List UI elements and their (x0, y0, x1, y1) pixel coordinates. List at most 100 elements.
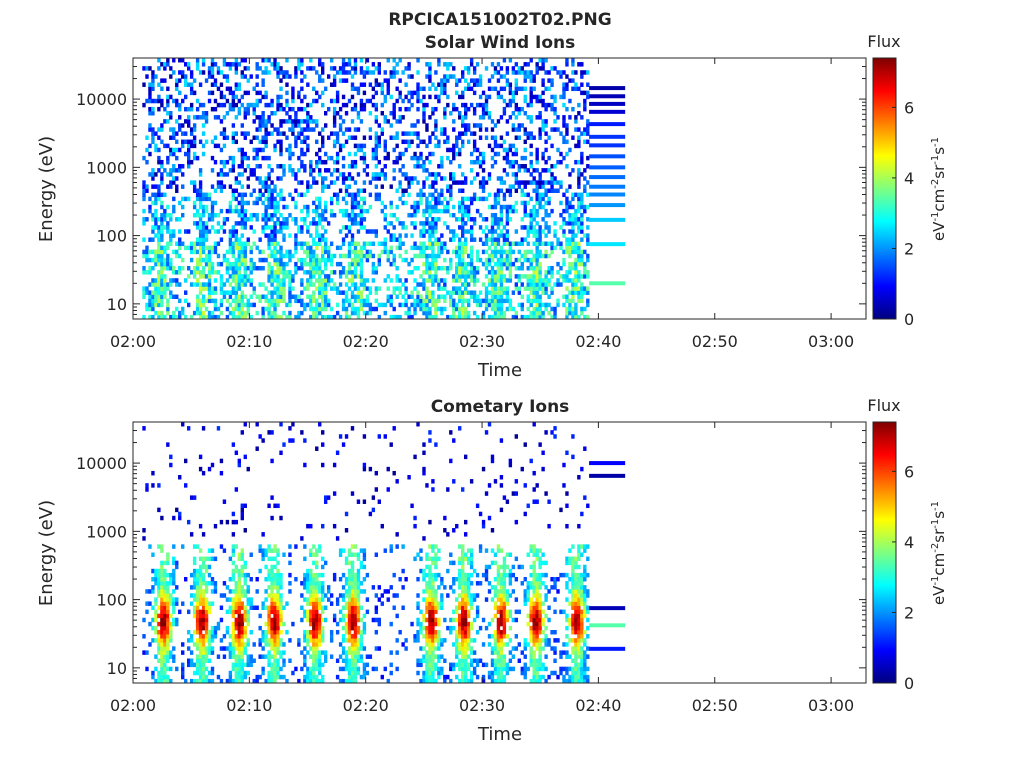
spectrogram-cell (535, 159, 539, 165)
spectrogram-cell (419, 155, 423, 161)
spectrogram-cell (574, 306, 578, 312)
spectrogram-cell (189, 662, 194, 668)
spectrogram-cell (204, 564, 209, 570)
spectrogram-cell (204, 678, 209, 684)
spectrogram-cell (478, 290, 483, 295)
spectrogram-cell (520, 261, 524, 267)
spectrogram-cell (413, 90, 417, 96)
spectrogram-cell (261, 147, 265, 153)
spectrogram-cell (157, 576, 161, 582)
spectrogram-cell (160, 589, 164, 594)
spectrogram-cell (243, 528, 247, 533)
spectrogram-cell (318, 265, 322, 271)
spectrogram-cell (312, 249, 316, 255)
spectrogram-cell (377, 123, 381, 128)
spectrogram-cell (359, 278, 364, 283)
spectrogram-cell (353, 106, 358, 112)
spectrogram-cell (219, 310, 224, 316)
spectrogram-cell (377, 257, 381, 263)
spectrogram-cell (502, 249, 507, 255)
spectrogram-cell (431, 245, 435, 251)
spectrogram-cell (267, 621, 271, 627)
spectrogram-cell (553, 66, 557, 71)
spectrogram-cell (341, 102, 346, 108)
spectrogram-cell (207, 564, 212, 570)
spectrogram-cell (401, 241, 405, 246)
spectrogram-cell (201, 229, 206, 234)
spectrogram-cell (496, 290, 501, 295)
spectrogram-cell (422, 221, 426, 226)
spectrogram-cell (458, 270, 462, 275)
spectrogram-cell (279, 66, 283, 71)
spectrogram-cell (166, 658, 170, 664)
spectrogram-cell (243, 253, 247, 259)
spectrogram-cell (321, 286, 325, 291)
spectrogram-cell (338, 282, 343, 287)
spectrogram-cell (225, 86, 230, 92)
spectrogram-cell (189, 241, 194, 246)
spectrogram-cell (192, 241, 197, 246)
spectrogram-cell (282, 233, 286, 238)
spectrogram-cell (502, 310, 507, 316)
spectrogram-cell (255, 115, 259, 120)
spectrogram-cell (458, 314, 462, 320)
spectrogram-cell (461, 270, 465, 275)
spectrogram-cell (583, 139, 587, 145)
spectrogram-cell (267, 310, 271, 316)
spectrogram-cell (201, 265, 206, 271)
spectrogram-cell (523, 184, 527, 189)
spectrogram-cell (249, 74, 253, 79)
spectrogram-cell (282, 278, 286, 283)
panel-title: Cometary Ions (431, 397, 570, 417)
spectrogram-cell (246, 589, 250, 594)
spectrogram-cell (201, 143, 206, 149)
spectrogram-cell (157, 568, 161, 574)
spectrogram-cell (374, 155, 379, 161)
spectrogram-cell (228, 674, 233, 680)
spectrogram-cell (335, 176, 340, 181)
spectrogram-cell (195, 646, 200, 651)
spectrogram-cell (154, 597, 158, 602)
spectrogram-cell (267, 176, 271, 181)
spectrogram-cell (270, 625, 274, 631)
spectrogram-cell (428, 245, 432, 251)
spectrogram-cell (228, 294, 233, 300)
spectrogram-cell (261, 200, 265, 206)
spectrogram-cell (252, 678, 256, 684)
spectrogram-cell (276, 572, 280, 578)
spectrogram-cell (422, 306, 426, 312)
spectrogram-cell (195, 544, 200, 549)
spectrogram-cell (157, 646, 161, 651)
spectrogram-cell (565, 86, 569, 92)
spectrogram-cell (288, 294, 292, 300)
spectrogram-cell (300, 245, 304, 251)
spectrogram-cell (472, 66, 477, 71)
spectrogram-cell (499, 286, 504, 291)
spectrogram-cell (151, 670, 155, 676)
spectrogram-cell (279, 143, 283, 149)
spectrogram-cell (440, 82, 444, 87)
spectrogram-cell (416, 135, 420, 140)
spectrogram-cell (490, 314, 495, 320)
spectrogram-cell (261, 115, 265, 120)
spectrogram-cell (365, 286, 370, 291)
spectrogram-cell (321, 127, 325, 132)
spectrogram-cell (154, 217, 158, 222)
spectrogram-cell (565, 127, 569, 132)
spectrogram-cell (517, 290, 521, 295)
spectrogram-cell (574, 217, 578, 222)
spectrogram-cell (446, 155, 450, 161)
spectrogram-cell (490, 302, 495, 308)
spectrogram-cell (478, 74, 483, 79)
spectrogram-cell (282, 253, 286, 259)
spectrogram-cell (472, 310, 477, 316)
spectrogram-cell (458, 237, 462, 242)
spectrogram-cell (189, 180, 194, 185)
spectrogram-cell (175, 176, 179, 181)
spectrogram-cell (210, 225, 215, 230)
spectrogram-cell (294, 115, 298, 120)
spectrogram-cell (532, 290, 536, 295)
spectrogram-cell (234, 294, 239, 300)
spectrogram-cell (344, 200, 349, 206)
spectrogram-cell (309, 249, 313, 255)
